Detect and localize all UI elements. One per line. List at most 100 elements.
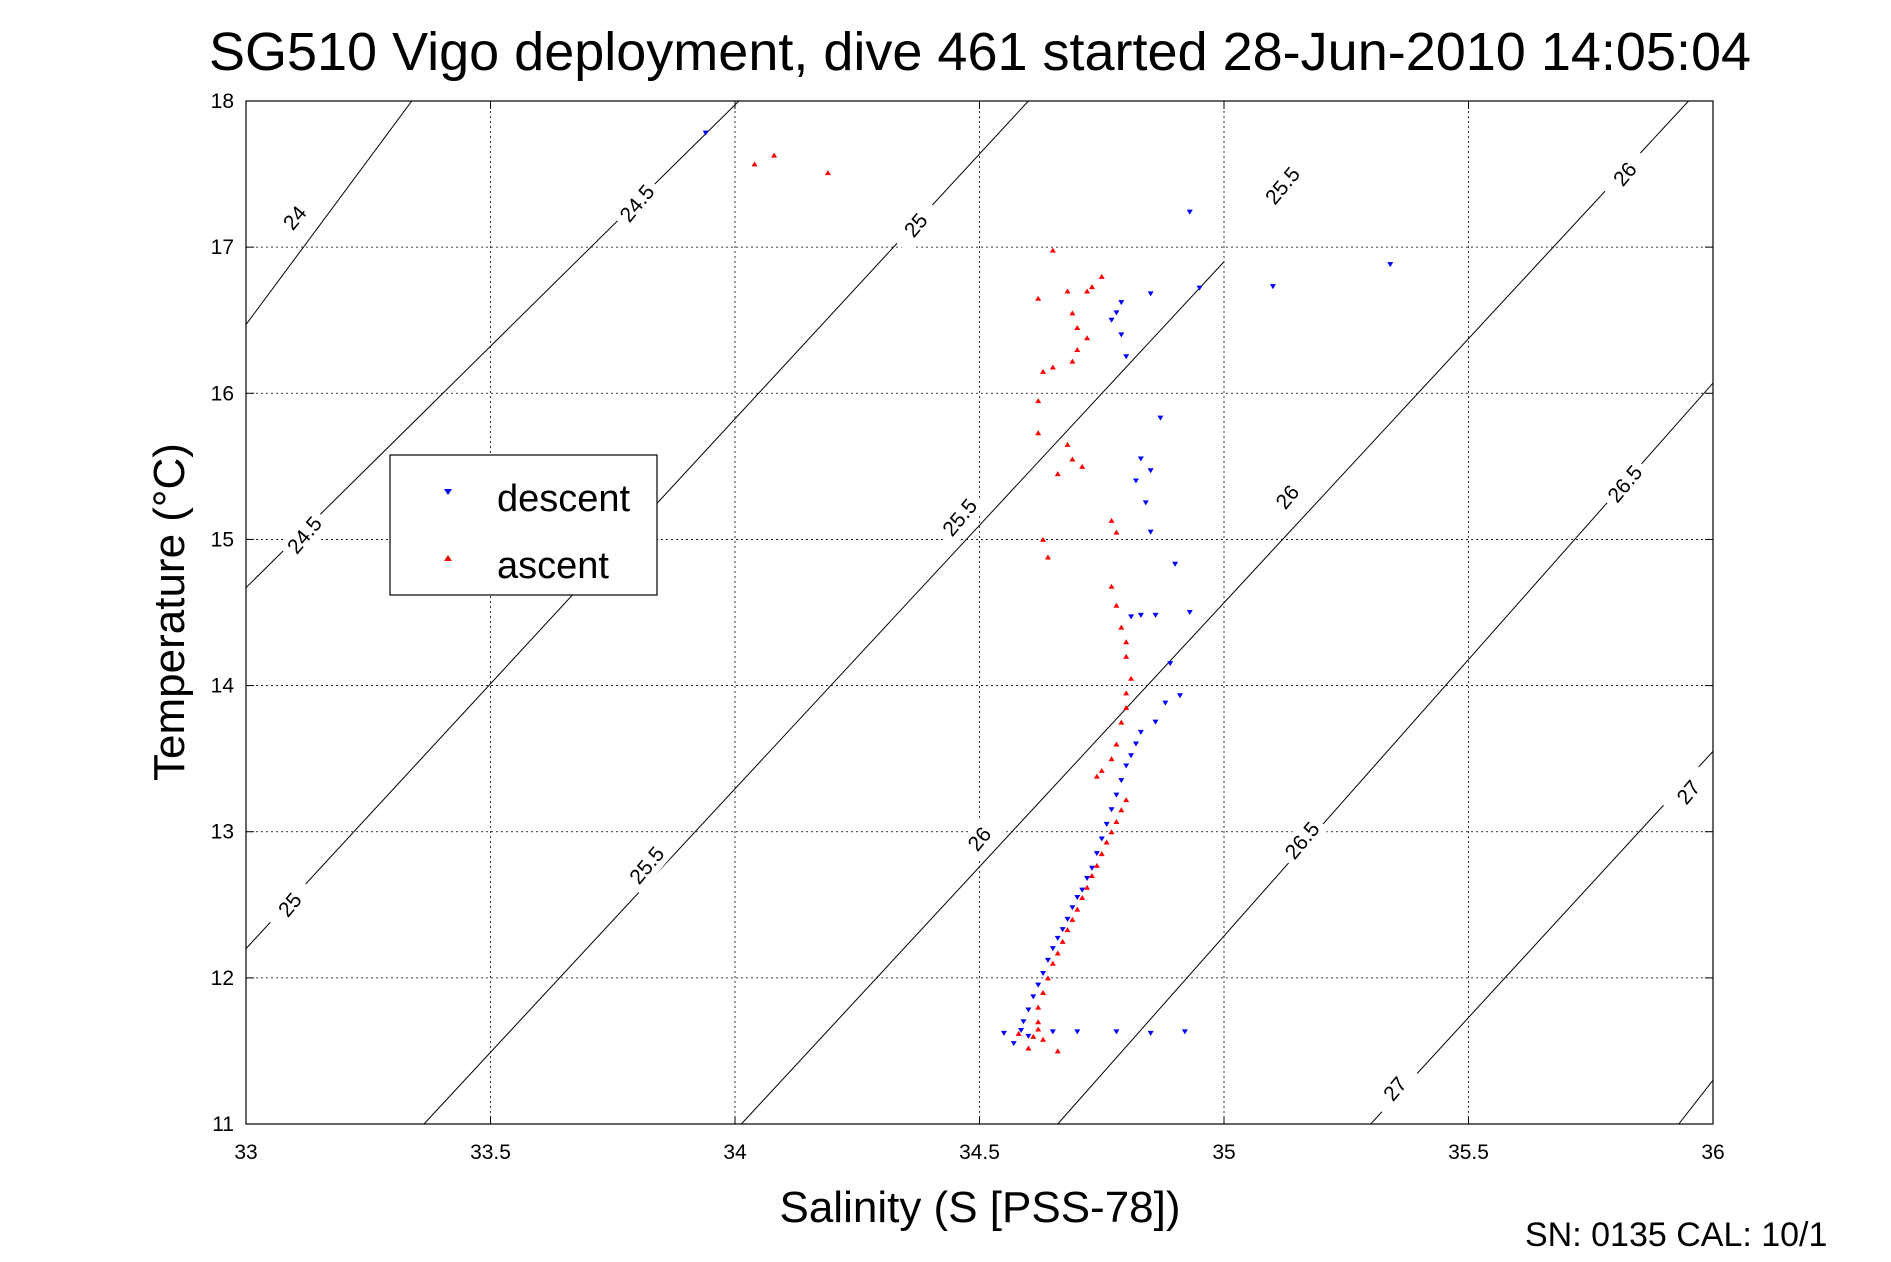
ascent-point xyxy=(1123,653,1130,659)
ascent-point xyxy=(1069,310,1076,316)
descent-point xyxy=(1118,778,1125,784)
ascent-point xyxy=(1025,1045,1032,1051)
descent-point xyxy=(1035,982,1042,988)
descent-point xyxy=(1176,693,1183,699)
contour-label-gap xyxy=(952,810,1007,868)
x-axis-label: Salinity (S [PSS-78]) xyxy=(779,1183,1180,1232)
ascent-point xyxy=(1118,719,1125,725)
contour-label-gap xyxy=(278,506,332,564)
legend-ascent-label: ascent xyxy=(497,545,609,587)
ascent-point xyxy=(1069,358,1076,364)
ascent-point xyxy=(1040,1036,1047,1042)
ascent-point xyxy=(1040,368,1047,374)
descent-point xyxy=(1049,1029,1056,1035)
contour-label-gap xyxy=(1256,157,1310,215)
legend: descent ascent xyxy=(389,454,658,596)
x-tick-label: 33.5 xyxy=(470,1141,511,1164)
ascent-point xyxy=(1044,975,1051,981)
descent-point xyxy=(1074,1029,1081,1035)
ascent-point xyxy=(1079,463,1086,469)
ascent-point xyxy=(1049,247,1056,253)
descent-point xyxy=(1387,262,1394,268)
ascent-point xyxy=(751,161,758,167)
ascent-point xyxy=(1098,851,1105,857)
contour-line-26 xyxy=(740,101,1689,1124)
descent-point xyxy=(1088,865,1095,871)
y-tick-label: 16 xyxy=(211,382,234,405)
descent-point xyxy=(1025,1007,1032,1013)
ascent-point xyxy=(1015,1030,1022,1036)
y-tick-label: 17 xyxy=(211,236,234,259)
x-tick-label: 33 xyxy=(234,1141,257,1164)
legend-ascent-marker xyxy=(444,555,452,561)
ascent-point xyxy=(1044,554,1051,560)
data-points xyxy=(702,130,1394,1054)
descent-point xyxy=(1074,894,1081,900)
descent-point xyxy=(1108,807,1115,813)
footer-serial: SN: 0135 CAL: 10/1 xyxy=(1525,1216,1827,1254)
y-tick-label: 13 xyxy=(211,821,234,844)
ascent-point xyxy=(1059,938,1066,944)
descent-point xyxy=(702,130,709,136)
descent-point xyxy=(1137,612,1144,618)
chart-title: SG510 Vigo deployment, dive 461 started … xyxy=(209,22,1751,82)
ascent-point xyxy=(1123,704,1130,710)
ascent-point xyxy=(1035,430,1042,436)
ascent-point xyxy=(1049,960,1056,966)
descent-point xyxy=(1128,614,1135,620)
ascent-point xyxy=(1054,471,1061,477)
contour-label-gap xyxy=(1598,455,1652,513)
descent-point xyxy=(1147,1030,1154,1036)
descent-point xyxy=(1000,1030,1007,1036)
axis-ticks: 33 33.5 34 34.5 35 35.5 36 11 12 13 14 15 16 17 18 xyxy=(211,90,1725,1164)
descent-point xyxy=(1181,1029,1188,1035)
ascent-point xyxy=(1118,807,1125,813)
descent-point xyxy=(1152,719,1159,725)
contour-line-26-5 xyxy=(1057,382,1713,1124)
descent-point xyxy=(1059,927,1066,933)
ascent-point xyxy=(1040,536,1047,542)
ascent-point xyxy=(1064,927,1071,933)
descent-point xyxy=(1093,851,1100,857)
descent-point xyxy=(1128,753,1135,759)
descent-point xyxy=(1079,887,1086,893)
ascent-point xyxy=(1113,602,1120,608)
descent-point xyxy=(1113,1029,1120,1035)
contour-label-gap xyxy=(933,489,987,546)
ascent-point xyxy=(1113,529,1120,535)
legend-box xyxy=(389,454,658,596)
ascent-point xyxy=(1054,950,1061,956)
descent-point xyxy=(1040,970,1047,976)
y-tick-label: 15 xyxy=(211,528,234,551)
ascent-point xyxy=(1035,398,1042,404)
ascent-point xyxy=(1084,288,1091,294)
ascent-point xyxy=(1069,456,1076,462)
descent-point xyxy=(1196,285,1203,291)
ascent-point xyxy=(1118,624,1125,630)
ascent-point xyxy=(1035,1004,1042,1010)
descent-point xyxy=(1030,994,1037,1000)
ascent-point xyxy=(1030,1033,1037,1039)
contour-label-gap xyxy=(1598,145,1652,203)
y-tick-label: 12 xyxy=(211,967,234,990)
x-tick-label: 34.5 xyxy=(959,1141,1000,1164)
descent-point xyxy=(1069,905,1076,911)
contour-label-gap xyxy=(1275,812,1329,869)
descent-point xyxy=(1098,836,1105,842)
descent-point xyxy=(1147,291,1154,297)
descent-point xyxy=(1132,478,1139,484)
descent-point xyxy=(1162,700,1169,706)
ascent-point xyxy=(1035,1026,1042,1032)
contour-label-gap xyxy=(610,175,664,232)
contour-line-25-5 xyxy=(423,261,1225,1124)
descent-point xyxy=(1118,332,1125,338)
x-tick-label: 35.5 xyxy=(1448,1141,1489,1164)
descent-point xyxy=(1147,529,1154,535)
ascent-point xyxy=(1069,916,1076,922)
descent-point xyxy=(1010,1041,1017,1047)
ascent-point xyxy=(1123,639,1130,645)
descent-point xyxy=(1020,1019,1027,1025)
x-tick-label: 35 xyxy=(1212,1141,1235,1164)
ascent-point xyxy=(1108,829,1115,835)
ascent-point xyxy=(1103,839,1110,845)
